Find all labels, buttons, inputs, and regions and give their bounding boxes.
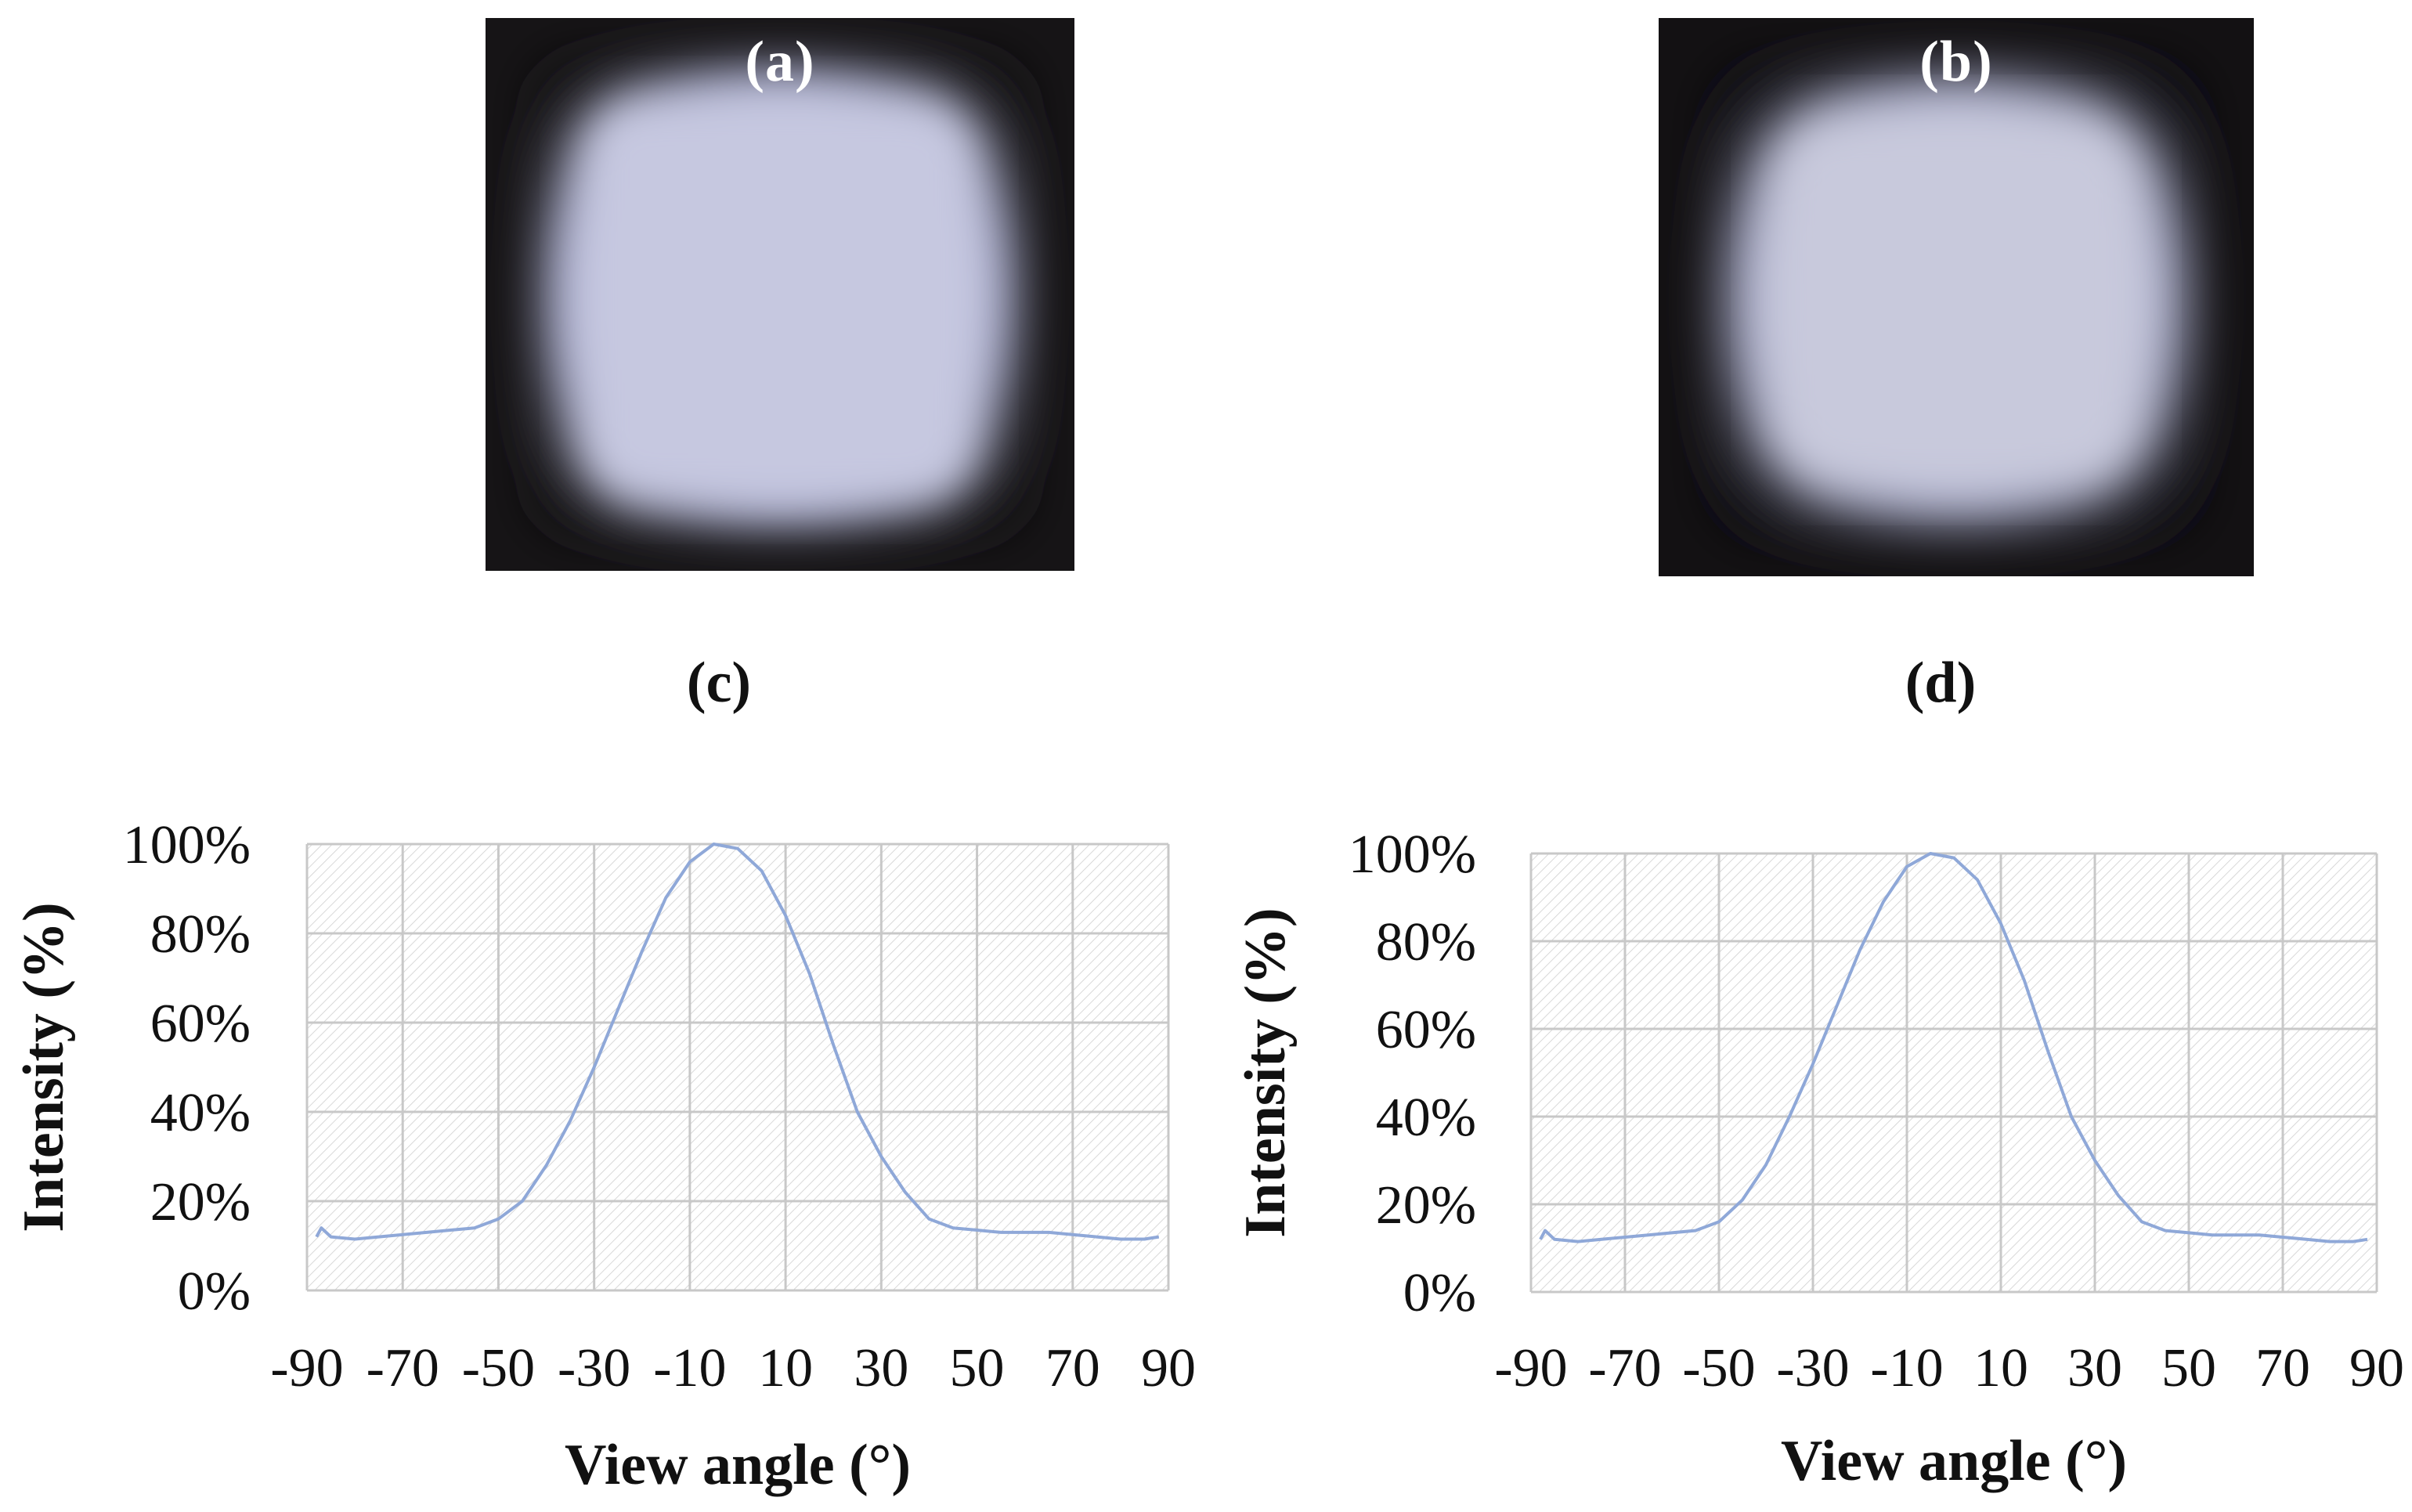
- y-tick-label: 60%: [150, 994, 251, 1054]
- chart-c-group: 0% 20% 40% 60% 80% 100% -90 -70 -50 -30 -10 10 30 50 7…: [12, 815, 1196, 1497]
- light-spot-image-a: [486, 18, 1074, 571]
- plot-area: [307, 844, 1168, 1290]
- x-axis-label: View angle (°): [565, 1433, 911, 1497]
- chart-d-group: 0% 20% 40% 60% 80% 100% -90 -70 -50 -30 -10 10 30 50 7…: [1233, 825, 2404, 1493]
- x-tick-label: -30: [1776, 1338, 1849, 1398]
- x-tick-label: -10: [653, 1338, 726, 1398]
- y-tick-label: 80%: [150, 904, 251, 965]
- y-tick-label: 20%: [150, 1172, 251, 1232]
- x-tick-label: 70: [1045, 1338, 1100, 1398]
- y-tick-label: 40%: [1376, 1088, 1476, 1148]
- y-tick-label: 60%: [1376, 1000, 1476, 1060]
- panel-label-c: (c): [686, 651, 752, 715]
- y-tick-label: 80%: [1376, 912, 1476, 973]
- x-tick-label: -70: [366, 1338, 439, 1398]
- y-tick-label: 100%: [1349, 825, 1476, 885]
- x-tick-label: -50: [462, 1338, 535, 1398]
- x-tick-label: 30: [854, 1338, 908, 1398]
- photo-panel-a: (a): [486, 18, 1074, 571]
- x-axis-label: View angle (°): [1781, 1429, 2127, 1493]
- x-tick-label: 10: [1973, 1338, 2028, 1398]
- light-spot-image-b: [1659, 18, 2254, 576]
- panel-label-d: (d): [1905, 651, 1977, 715]
- x-tick-label: -90: [270, 1338, 343, 1398]
- x-tick-label: 50: [950, 1338, 1005, 1398]
- photo-label-b: (b): [1919, 30, 1993, 94]
- photo-label-a: (a): [745, 30, 815, 94]
- y-tick-label: 40%: [150, 1083, 251, 1143]
- x-tick-label: 70: [2255, 1338, 2310, 1398]
- x-tick-label: 50: [2161, 1338, 2216, 1398]
- y-tick-label: 0%: [178, 1261, 251, 1322]
- x-tick-label: -30: [558, 1338, 630, 1398]
- x-tick-label: 90: [1141, 1338, 1196, 1398]
- x-tick-label: -90: [1494, 1338, 1567, 1398]
- x-tick-label: 30: [2067, 1338, 2122, 1398]
- x-tick-label: -10: [1870, 1338, 1943, 1398]
- y-tick-label: 20%: [1376, 1175, 1476, 1236]
- y-tick-label: 100%: [123, 815, 251, 875]
- photo-panel-b: (b): [1659, 18, 2254, 576]
- y-tick-label: 0%: [1403, 1263, 1476, 1323]
- x-tick-label: -50: [1682, 1338, 1755, 1398]
- plot-area: [1531, 853, 2377, 1292]
- y-axis-label: Intensity (%): [12, 902, 76, 1232]
- x-tick-label: 10: [758, 1338, 813, 1398]
- x-tick-label: 90: [2349, 1338, 2404, 1398]
- y-axis-label: Intensity (%): [1233, 908, 1298, 1237]
- intensity-curve: [1539, 852, 2368, 1243]
- x-tick-label: -70: [1588, 1338, 1661, 1398]
- intensity-curve: [315, 843, 1160, 1241]
